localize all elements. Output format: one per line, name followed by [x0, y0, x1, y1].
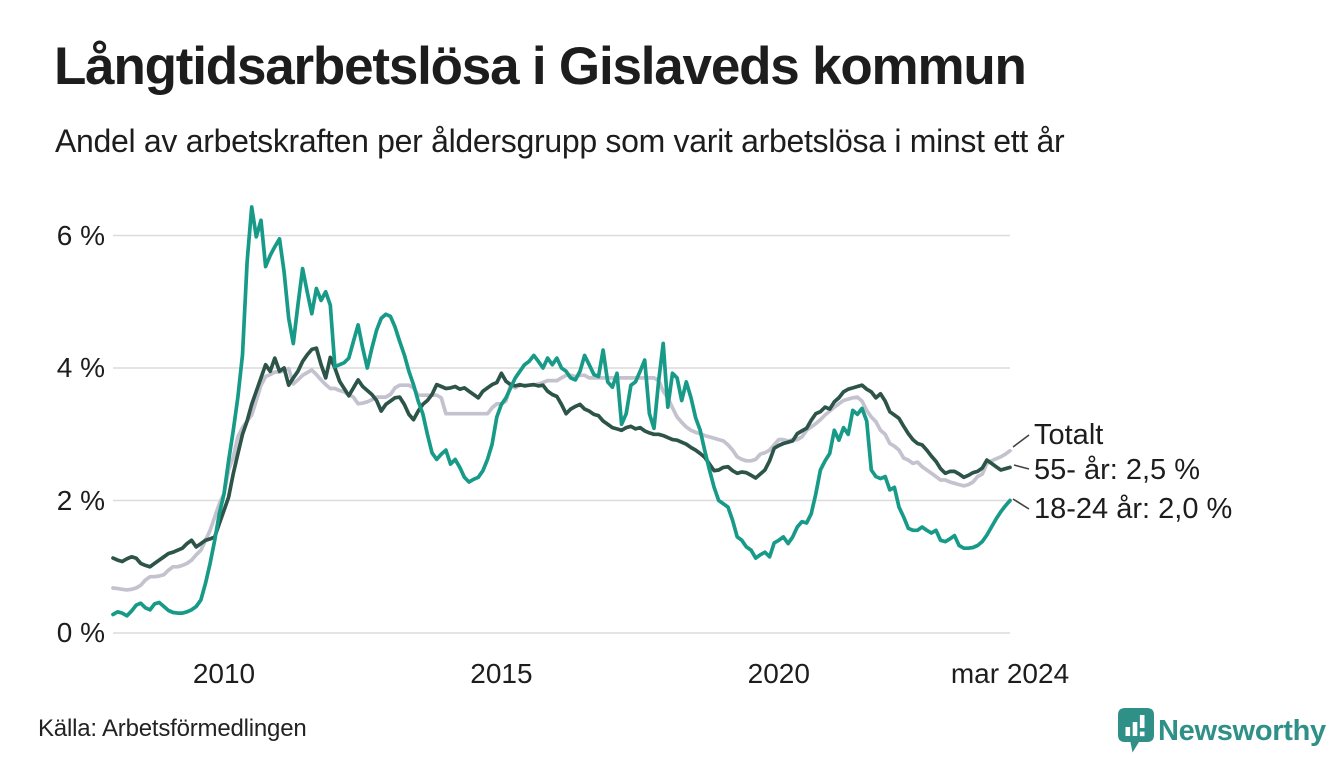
y-axis-tick-label: 2 %	[56, 484, 105, 516]
connector-55	[1013, 464, 1030, 470]
series-line-55	[111, 346, 1012, 569]
chart-subtitle: Andel av arbetskraften per åldersgrupp s…	[55, 123, 1065, 159]
gridlines	[113, 234, 1010, 634]
y-axis-tick-label: 4 %	[56, 352, 105, 383]
bar-tall	[1132, 722, 1138, 736]
connector-totalt	[1012, 434, 1030, 448]
exclamation-bar	[1139, 715, 1145, 728]
series-end-label-18-24: 18-24 år: 2,0 %	[1034, 493, 1233, 525]
connector-18-24	[1012, 498, 1030, 510]
series-line-totalt	[111, 366, 1012, 592]
newsworthy-logo-icon	[1118, 708, 1154, 753]
y-axis-tick-label: 0 %	[56, 617, 105, 648]
newsworthy-wordmark: Newsworthy	[1158, 715, 1326, 747]
series-lines	[111, 205, 1012, 618]
x-axis-tick-label: 2020	[747, 658, 810, 689]
y-axis-tick-label: 6 %	[56, 219, 105, 251]
source-note: Källa: Arbetsförmedlingen	[38, 715, 307, 742]
bar-short	[1125, 727, 1131, 736]
annotation-connectors	[1012, 434, 1030, 510]
x-axis-tick-label: mar 2024	[950, 658, 1070, 689]
x-axis-tick-label: 2015	[470, 658, 533, 689]
series-end-label-55: 55- år: 2,5 %	[1034, 454, 1201, 486]
series-line-18-24	[111, 205, 1012, 618]
x-axis-tick-label: 2010	[192, 658, 256, 689]
chart-title: Långtidsarbetslösa i Gislaveds kommun	[54, 37, 1027, 96]
exclamation-dot	[1139, 731, 1145, 737]
series-end-label-totalt: Totalt	[1034, 419, 1104, 451]
